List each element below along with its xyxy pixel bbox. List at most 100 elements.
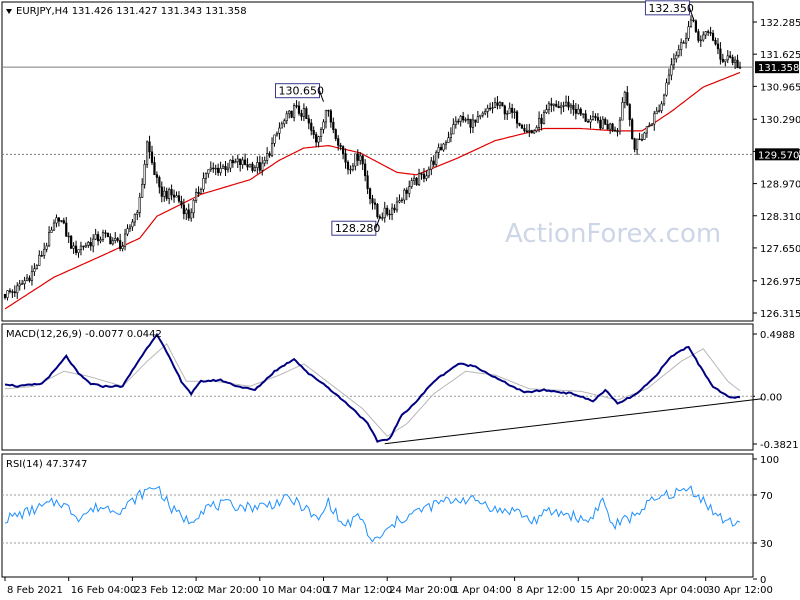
candle-body <box>47 232 51 247</box>
candle-body <box>677 49 680 56</box>
candle-body <box>65 222 68 237</box>
rsi-lines <box>4 485 741 543</box>
candle-body <box>138 196 141 213</box>
candle-body <box>410 180 413 187</box>
candle-body <box>114 238 117 241</box>
candle-body <box>251 163 254 171</box>
candle-body <box>368 188 372 199</box>
candle-body <box>682 42 685 44</box>
candle-body <box>25 277 29 282</box>
candle-body <box>312 130 315 135</box>
candle-body <box>525 130 528 132</box>
candle-body <box>62 220 65 224</box>
candle-body <box>104 232 107 234</box>
candle-body <box>540 117 543 124</box>
time-axis-label: 2 Mar 20:00 <box>198 585 258 596</box>
candle-body <box>182 204 185 215</box>
candle-body <box>202 178 205 190</box>
candle-body <box>6 290 9 298</box>
price-panel[interactable]: ActionForex.com 132.285 131.625 130.965 130… <box>1 0 800 322</box>
time-axis-label: 16 Feb 04:00 <box>71 585 137 596</box>
candle-body <box>121 245 124 249</box>
candle-body <box>273 134 276 144</box>
candle-body <box>655 110 658 115</box>
candle-body <box>613 129 617 132</box>
candle-body <box>148 141 151 153</box>
candle-body <box>658 110 661 112</box>
candle-body <box>567 101 570 108</box>
candle-body <box>692 19 695 22</box>
candle-body <box>694 20 697 32</box>
candle-body <box>579 108 582 115</box>
candle-body <box>219 168 222 173</box>
price-axis-label: 128.970 <box>760 180 800 191</box>
candle-body <box>616 130 619 133</box>
price-axis-label: 126.315 <box>760 309 800 320</box>
candle-body <box>97 234 100 242</box>
candle-body <box>635 138 639 150</box>
candle-body <box>496 102 499 106</box>
candle-body <box>437 147 440 153</box>
candle-body <box>231 159 234 164</box>
candle-body <box>594 115 597 118</box>
candle-body <box>84 244 87 248</box>
candle-body <box>165 190 168 199</box>
candle-body <box>415 177 418 185</box>
candle-body <box>552 103 555 106</box>
candle-body <box>449 133 453 139</box>
candle-body <box>606 123 609 130</box>
candle-body <box>447 137 450 143</box>
candle-body <box>479 114 482 117</box>
candle-body <box>300 113 303 117</box>
candle-body <box>680 42 683 50</box>
candle-body <box>226 167 230 171</box>
candle-body <box>530 130 533 134</box>
candle-body <box>439 147 443 151</box>
candle-body <box>256 162 259 168</box>
candle-body <box>660 103 663 111</box>
candle-body <box>506 113 509 115</box>
candle-body <box>351 165 355 170</box>
candle-body <box>317 136 320 143</box>
candle-body <box>214 167 217 170</box>
annotation-leader <box>375 217 381 229</box>
candle-body <box>626 92 629 105</box>
candle-body <box>486 107 489 112</box>
candle-body <box>305 108 308 120</box>
candle-body <box>582 113 585 115</box>
candle-body <box>464 119 467 121</box>
rsi-line <box>4 485 741 543</box>
level-tag <box>755 61 799 74</box>
candle-body <box>297 105 301 114</box>
candle-body <box>650 123 653 126</box>
candle-body <box>359 155 362 161</box>
candle-body <box>557 105 560 109</box>
candle-body <box>266 153 269 161</box>
candle-body <box>94 234 97 240</box>
price-axis-label: 130.965 <box>760 82 800 93</box>
candle-body <box>459 116 462 122</box>
candle-body <box>542 112 546 124</box>
candle-body <box>645 126 648 134</box>
candle-body <box>462 116 465 121</box>
rsi-panel[interactable]: 100 70 30 0 RSI(14) 47.3747 <box>1 453 779 586</box>
candle-body <box>670 64 673 76</box>
candle-body <box>547 103 550 110</box>
candle-body <box>711 32 715 41</box>
candle-body <box>163 190 166 197</box>
candle-body <box>604 118 607 125</box>
price-levels: 131.358 129.570 <box>2 61 799 161</box>
macd-axis-label: -0.3821 <box>760 440 799 451</box>
candle-body <box>153 162 156 175</box>
candle-body <box>523 127 526 132</box>
macd-trendline <box>384 398 763 445</box>
annotation-leader <box>688 7 694 20</box>
time-axis-label: 17 Mar 12:00 <box>326 585 393 596</box>
candle-body <box>513 111 516 113</box>
candle-body <box>356 153 359 161</box>
candle-body <box>393 207 396 211</box>
candle-body <box>290 110 293 118</box>
candle-body <box>23 280 26 285</box>
